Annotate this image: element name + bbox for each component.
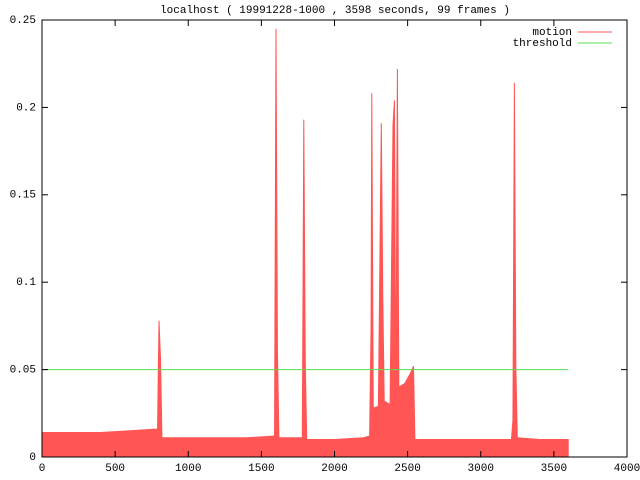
y-tick-label: 0.15 — [10, 190, 36, 202]
x-tick-label: 2000 — [321, 463, 347, 475]
legend-label: threshold — [513, 38, 572, 50]
x-tick-label: 1500 — [248, 463, 274, 475]
y-tick-label: 0.25 — [10, 15, 36, 27]
x-tick-label: 500 — [105, 463, 125, 475]
y-tick-label: 0.2 — [16, 102, 36, 114]
legend-label: motion — [532, 27, 572, 39]
x-tick-label: 1000 — [175, 463, 201, 475]
x-tick-label: 0 — [39, 463, 46, 475]
x-tick-label: 4000 — [614, 463, 640, 475]
plot-border — [41, 19, 628, 458]
chart-title: localhost ( 19991228-1000 , 3598 seconds… — [160, 5, 510, 17]
x-tick-label: 2500 — [394, 463, 420, 475]
x-tick-label: 3000 — [468, 463, 494, 475]
y-tick-label: 0.1 — [16, 277, 36, 289]
y-tick-label: 0.05 — [10, 365, 36, 377]
y-tick-label: 0 — [29, 452, 36, 464]
motion-area — [41, 28, 569, 458]
x-tick-label: 3500 — [541, 463, 567, 475]
